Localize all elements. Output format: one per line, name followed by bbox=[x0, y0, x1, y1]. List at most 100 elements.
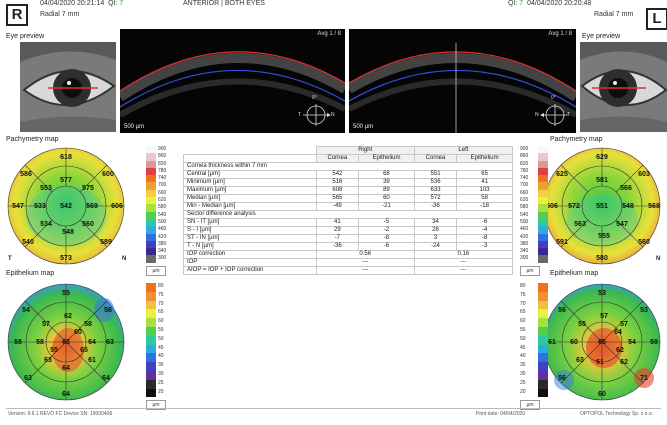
table-cell: -5 bbox=[358, 218, 415, 227]
right-eye-badge: R bbox=[6, 4, 28, 26]
scale-swatch bbox=[538, 309, 548, 319]
left-epi-v12: 61 bbox=[548, 339, 556, 346]
scale-swatch bbox=[538, 353, 548, 363]
scale-label: 80 bbox=[520, 283, 526, 289]
right-oct-bscan[interactable]: Avg 1 / 8 500 µm 0° T N bbox=[120, 29, 345, 133]
scale-label: 300 bbox=[520, 255, 529, 262]
scale-swatch bbox=[146, 189, 156, 198]
table-cell: 41 bbox=[315, 218, 360, 227]
scale-swatch bbox=[538, 189, 548, 198]
scale-swatch bbox=[146, 153, 156, 161]
scale-swatch bbox=[146, 160, 156, 168]
right-pachy-inner-st: 553 bbox=[40, 185, 52, 192]
right-eye-preview-image bbox=[20, 42, 116, 132]
scale-swatch bbox=[146, 167, 156, 176]
scale-swatch bbox=[146, 291, 156, 301]
table-cell: -49 bbox=[315, 202, 360, 211]
left-pachy-unit-button[interactable]: µm bbox=[520, 266, 540, 276]
table-aiop-label: AIOP = IOP + IOP correction bbox=[183, 266, 317, 275]
table-cell: 565 bbox=[315, 194, 360, 203]
table-cell: 608 bbox=[315, 186, 360, 195]
right-epi-v3: 57 bbox=[42, 321, 50, 328]
right-epi-v6: 64 bbox=[88, 339, 96, 346]
table-cell: 26 bbox=[413, 226, 458, 235]
scale-label: 60 bbox=[158, 318, 164, 325]
right-epi-v17: 58 bbox=[104, 307, 112, 314]
left-epithelium-map[interactable]: 53 56 57 53 55 57 59 54 65 62 61 60 61 6… bbox=[540, 280, 664, 404]
scale-swatch bbox=[538, 197, 548, 205]
right-epi-unit-button[interactable]: µm bbox=[146, 400, 166, 410]
right-epithelium-color-scale: 80 75 70 65 60 55 50 45 40 35 30 25 20 bbox=[146, 283, 176, 398]
scale-swatch bbox=[538, 182, 548, 190]
scale-swatch bbox=[146, 233, 156, 241]
scale-swatch bbox=[538, 218, 548, 227]
table-cell: 39 bbox=[358, 178, 415, 187]
scale-swatch bbox=[538, 240, 548, 249]
left-pachy-center: 551 bbox=[596, 203, 608, 210]
right-pachymetry-color-scale: 900 860 820 780 740 700 660 620 580 540 500 460 420 3… bbox=[146, 146, 176, 263]
left-pachy-outer-i: 580 bbox=[596, 255, 608, 262]
table-cell: 633 bbox=[413, 186, 458, 195]
scale-label: 740 bbox=[520, 175, 529, 182]
right-epi-v14: 63 bbox=[24, 375, 32, 382]
scale-label: 35 bbox=[158, 362, 164, 369]
left-eye-preview-label: Eye preview bbox=[582, 33, 621, 40]
right-epi-v2: 62 bbox=[64, 313, 72, 320]
scale-label: 20 bbox=[158, 388, 164, 395]
scale-swatch bbox=[538, 233, 548, 241]
right-epi-center: 63 bbox=[62, 339, 70, 346]
table-cell: 3 bbox=[413, 234, 458, 243]
scale-swatch bbox=[538, 175, 548, 183]
table-cell: -36 bbox=[413, 202, 458, 211]
left-oct-scale: 500 µm bbox=[353, 124, 374, 130]
table-row: ST - IN [µm] -7 -8 3 -8 bbox=[183, 234, 513, 243]
scale-swatch bbox=[146, 362, 156, 371]
left-epi-v13: 63 bbox=[576, 357, 584, 364]
left-pachy-inner-s: 581 bbox=[596, 177, 608, 184]
left-epi-unit-button[interactable]: µm bbox=[520, 400, 540, 410]
scale-label: 860 bbox=[158, 153, 167, 160]
table-cell: 572 bbox=[413, 194, 458, 203]
left-epi-v5: 57 bbox=[620, 321, 628, 328]
table-cell: -8 bbox=[358, 234, 415, 243]
scale-swatch bbox=[146, 353, 156, 363]
table-cell: 89 bbox=[358, 186, 415, 195]
right-pachy-inner-n: 569 bbox=[86, 203, 98, 210]
scale-swatch bbox=[538, 300, 548, 310]
table-cell: 551 bbox=[413, 170, 458, 179]
scale-label: 50 bbox=[158, 335, 164, 342]
left-oct-t: T bbox=[567, 112, 571, 118]
table-iop-right: --- bbox=[315, 258, 415, 267]
right-pachy-outer-in: 589 bbox=[100, 239, 112, 246]
scale-label: 540 bbox=[520, 211, 529, 218]
left-epi-v10: 61 bbox=[596, 359, 604, 366]
right-pachy-outer-n: 606 bbox=[111, 203, 123, 210]
footer-print-date: Print date: 04/04/2020 bbox=[476, 411, 526, 417]
left-pachy-inner-sn: 566 bbox=[620, 185, 632, 192]
table-row-label: Minimum [µm] bbox=[183, 178, 317, 187]
scale-label: 660 bbox=[520, 189, 529, 196]
table-cell: 516 bbox=[315, 178, 360, 187]
left-scan-type: Radial 7 mm bbox=[594, 11, 634, 18]
left-epi-v16: 56 bbox=[558, 375, 566, 382]
left-oct-bscan[interactable]: Avg 1 / 8 500 µm 0° N T bbox=[349, 29, 576, 133]
right-epi-v1: 54 bbox=[22, 307, 30, 314]
table-cell: 41 bbox=[456, 178, 513, 187]
right-pachymetry-map[interactable]: 542 577 569 548 534 533 553 575 560 618 … bbox=[6, 144, 126, 268]
right-pachy-t-label: T bbox=[8, 256, 12, 262]
right-pachy-unit-button[interactable]: µm bbox=[146, 266, 166, 276]
left-pachy-outer-n: 568 bbox=[648, 203, 660, 210]
scale-label: 35 bbox=[520, 362, 526, 369]
left-pachymetry-map[interactable]: 551 566 548 547 555 563 572 581 629 603 … bbox=[540, 144, 664, 268]
right-pachy-mid-in: 560 bbox=[82, 221, 94, 228]
scale-label: 60 bbox=[520, 318, 526, 325]
scale-label: 780 bbox=[158, 167, 167, 174]
left-pachy-inner-in: 547 bbox=[616, 221, 628, 228]
right-epithelium-map[interactable]: 55 54 62 57 58 58 64 63 63 63 64 61 64 6… bbox=[6, 280, 126, 404]
table-aiop-left: --- bbox=[413, 266, 514, 275]
table-row: T - N [µm] -36 -6 -24 -3 bbox=[183, 242, 513, 251]
scale-swatch bbox=[146, 240, 156, 249]
scale-label: 45 bbox=[520, 344, 526, 351]
right-scan-datetime: 04/04/2020 20:21:14 QI: 7 bbox=[40, 0, 124, 7]
right-oct-avg: Avg 1 / 8 bbox=[317, 31, 341, 37]
